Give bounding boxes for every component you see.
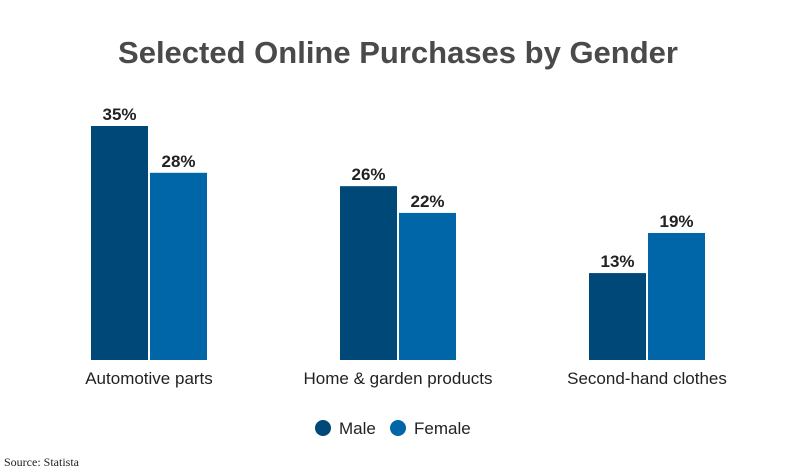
category-labels-group: Automotive parts Home & garden products Se… (85, 369, 727, 388)
value-label-female-2: 19% (659, 212, 693, 231)
value-label-male-2: 13% (600, 252, 634, 271)
bar-male-1 (340, 186, 397, 360)
category-label-2: Second-hand clothes (567, 369, 727, 388)
bar-female-2 (648, 232, 705, 360)
value-label-male-0: 35% (102, 105, 136, 124)
category-label-1: Home & garden products (304, 369, 493, 388)
bar-male-0 (91, 126, 148, 360)
value-label-female-0: 28% (161, 152, 195, 171)
value-label-male-1: 26% (351, 165, 385, 184)
legend-swatch-male (315, 420, 331, 436)
bars-group (91, 126, 705, 360)
legend-label-female: Female (414, 419, 471, 438)
bar-female-1 (399, 212, 456, 360)
category-label-0: Automotive parts (85, 369, 213, 388)
legend: Male Female (315, 419, 471, 438)
chart-title: Selected Online Purchases by Gender (118, 35, 678, 70)
source-note: Source: Statista (4, 455, 80, 469)
value-label-female-1: 22% (410, 192, 444, 211)
value-labels-group: 35% 28% 26% 22% 13% 19% (102, 105, 693, 271)
legend-label-male: Male (339, 419, 376, 438)
legend-swatch-female (390, 420, 406, 436)
bar-male-2 (589, 273, 646, 360)
bar-female-0 (150, 172, 207, 360)
